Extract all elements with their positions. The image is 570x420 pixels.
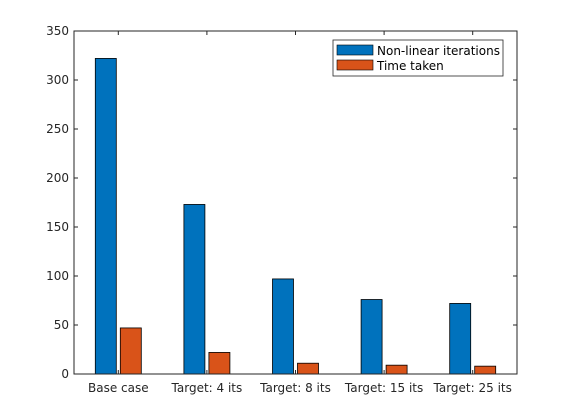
bar-iterations-2 <box>272 278 294 375</box>
legend-swatch-1 <box>336 59 374 71</box>
y-tick-label-6: 300 <box>46 73 69 87</box>
bar-iterations-4 <box>449 303 472 375</box>
legend-label-0: Non-linear iterations <box>377 44 500 58</box>
y-tick-label-0: 0 <box>61 367 69 381</box>
bar-iterations-0 <box>94 58 117 375</box>
bar-iterations-1 <box>183 204 206 375</box>
bar-time-1 <box>208 352 231 375</box>
bar-time-4 <box>474 365 497 375</box>
plot-area <box>74 31 517 374</box>
x-tick-label-3: Target: 15 its <box>344 381 423 395</box>
y-tick-label-3: 150 <box>46 220 69 234</box>
bar-time-0 <box>119 327 142 375</box>
y-tick-label-2: 100 <box>46 269 69 283</box>
y-tick-label-4: 200 <box>46 171 69 185</box>
y-tick-label-7: 350 <box>46 24 69 38</box>
y-tick-label-5: 250 <box>46 122 69 136</box>
bar-time-3 <box>385 364 408 375</box>
y-tick-label-1: 50 <box>54 318 69 332</box>
x-ticks-group: Base case Target: 4 its Target: 8 its Targe… <box>88 31 512 395</box>
legend-swatch-0 <box>336 44 374 56</box>
bars-group <box>94 58 497 375</box>
legend-label-1: Time taken <box>376 59 444 73</box>
bar-iterations-3 <box>360 299 383 375</box>
x-tick-label-0: Base case <box>88 381 149 395</box>
x-tick-label-1: Target: 4 its <box>171 381 243 395</box>
x-tick-label-2: Target: 8 its <box>259 381 331 395</box>
y-ticks-group: 0 50 100 150 200 250 300 350 <box>46 24 517 381</box>
x-tick-label-4: Target: 25 its <box>433 381 512 395</box>
bar-time-2 <box>297 362 319 375</box>
